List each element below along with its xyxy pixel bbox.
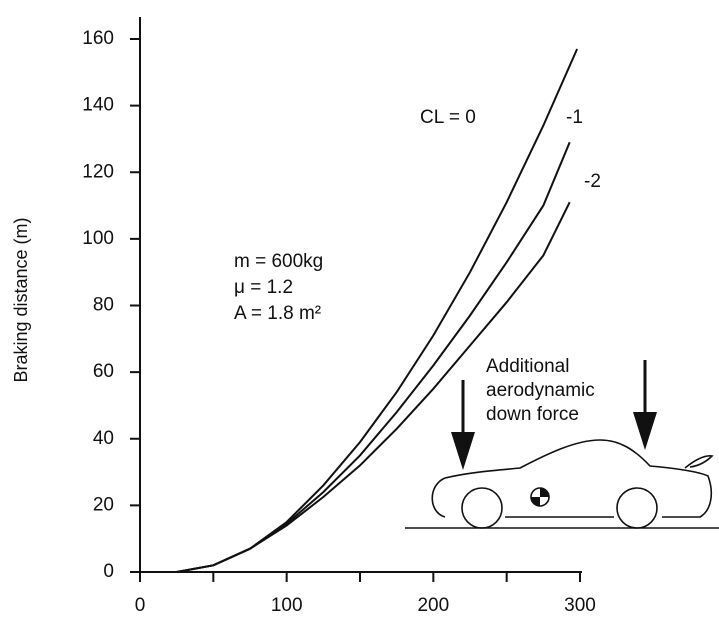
x-tick-label: 0 [135, 595, 146, 616]
series-label: -2 [584, 171, 601, 192]
y-tick-label: 0 [103, 561, 114, 582]
x-tick-label: 200 [417, 595, 449, 616]
y-tick-label: 140 [82, 95, 114, 116]
car-illustration [405, 360, 719, 529]
series-label: -1 [566, 107, 583, 128]
line-series [176, 201, 571, 573]
figure-note: down force [486, 404, 579, 425]
y-tick-label: 20 [93, 494, 114, 515]
y-tick-label: 160 [82, 28, 114, 49]
x-tick-label: 300 [564, 595, 596, 616]
series-label: CL = 0 [420, 107, 476, 128]
y-tick-label: 100 [82, 228, 114, 249]
x-tick-label: 100 [271, 595, 303, 616]
annotation: μ = 1.2 [234, 277, 293, 298]
y-axis-label: Braking distance (m) [11, 217, 31, 382]
y-tick-label: 60 [93, 361, 114, 382]
figure-note: aerodynamic [486, 380, 595, 401]
figure-note: Additional [486, 356, 569, 377]
y-tick-label: 120 [82, 161, 114, 182]
y-tick-label: 40 [93, 428, 114, 449]
annotation: A = 1.8 m² [234, 303, 321, 324]
annotation: m = 600kg [234, 251, 323, 272]
y-tick-label: 80 [93, 295, 114, 316]
